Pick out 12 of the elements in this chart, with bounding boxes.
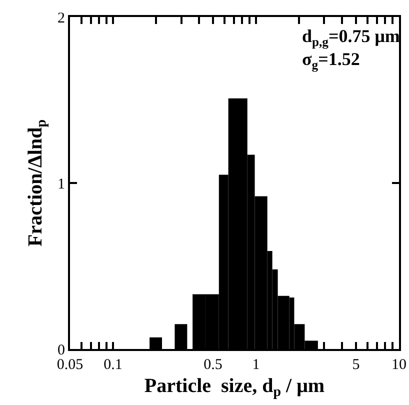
annotation: σ$_{g}$=1.52	[302, 49, 360, 72]
x-axis-title: Particle size, d$_{p}$ / μm	[144, 375, 325, 400]
y-tick-label: 2	[58, 10, 65, 26]
x-tick-label: 5	[352, 357, 360, 373]
x-tick-label: 10	[392, 357, 406, 373]
x-tick-label: 0.1	[104, 357, 122, 373]
y-tick-label: 0	[58, 342, 65, 358]
annotation: d$_{p,g}$=0.75 μm	[302, 26, 400, 49]
y-tick-label: 1	[58, 176, 65, 192]
x-tick-label: 0.05	[56, 357, 84, 373]
x-tick-label: 0.5	[204, 357, 222, 373]
x-tick-label: 1	[252, 357, 260, 373]
